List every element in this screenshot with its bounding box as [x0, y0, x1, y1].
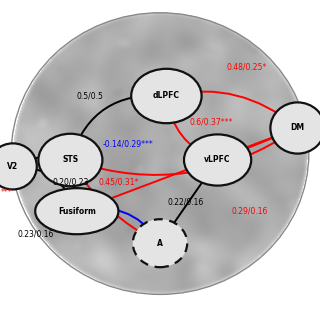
Ellipse shape	[270, 102, 320, 154]
Ellipse shape	[133, 219, 187, 267]
Text: V2: V2	[7, 162, 18, 171]
Text: DM: DM	[291, 124, 305, 132]
Text: Fusiform: Fusiform	[58, 207, 96, 216]
Ellipse shape	[0, 143, 37, 189]
Text: 0.48/0.25*: 0.48/0.25*	[226, 63, 267, 72]
Text: 0.22/0.16: 0.22/0.16	[167, 197, 204, 206]
Text: 0.5/0.5: 0.5/0.5	[76, 92, 103, 100]
Text: A: A	[157, 239, 163, 248]
Text: dLPFC: dLPFC	[153, 92, 180, 100]
Text: 0.45/0.31*: 0.45/0.31*	[98, 178, 139, 187]
Ellipse shape	[38, 134, 102, 186]
Text: 0.20/0.23: 0.20/0.23	[52, 178, 89, 187]
Text: ***: ***	[0, 188, 12, 196]
Text: 0.29/0.16: 0.29/0.16	[231, 207, 268, 216]
Ellipse shape	[131, 69, 202, 123]
Text: STS: STS	[62, 156, 78, 164]
Ellipse shape	[184, 134, 251, 186]
Text: 0.6/0.37***: 0.6/0.37***	[189, 117, 233, 126]
Ellipse shape	[35, 188, 118, 234]
Text: -0.14/0.29***: -0.14/0.29***	[103, 140, 153, 148]
Text: 0.23/0.16: 0.23/0.16	[17, 229, 53, 238]
Text: vLPFC: vLPFC	[204, 156, 231, 164]
